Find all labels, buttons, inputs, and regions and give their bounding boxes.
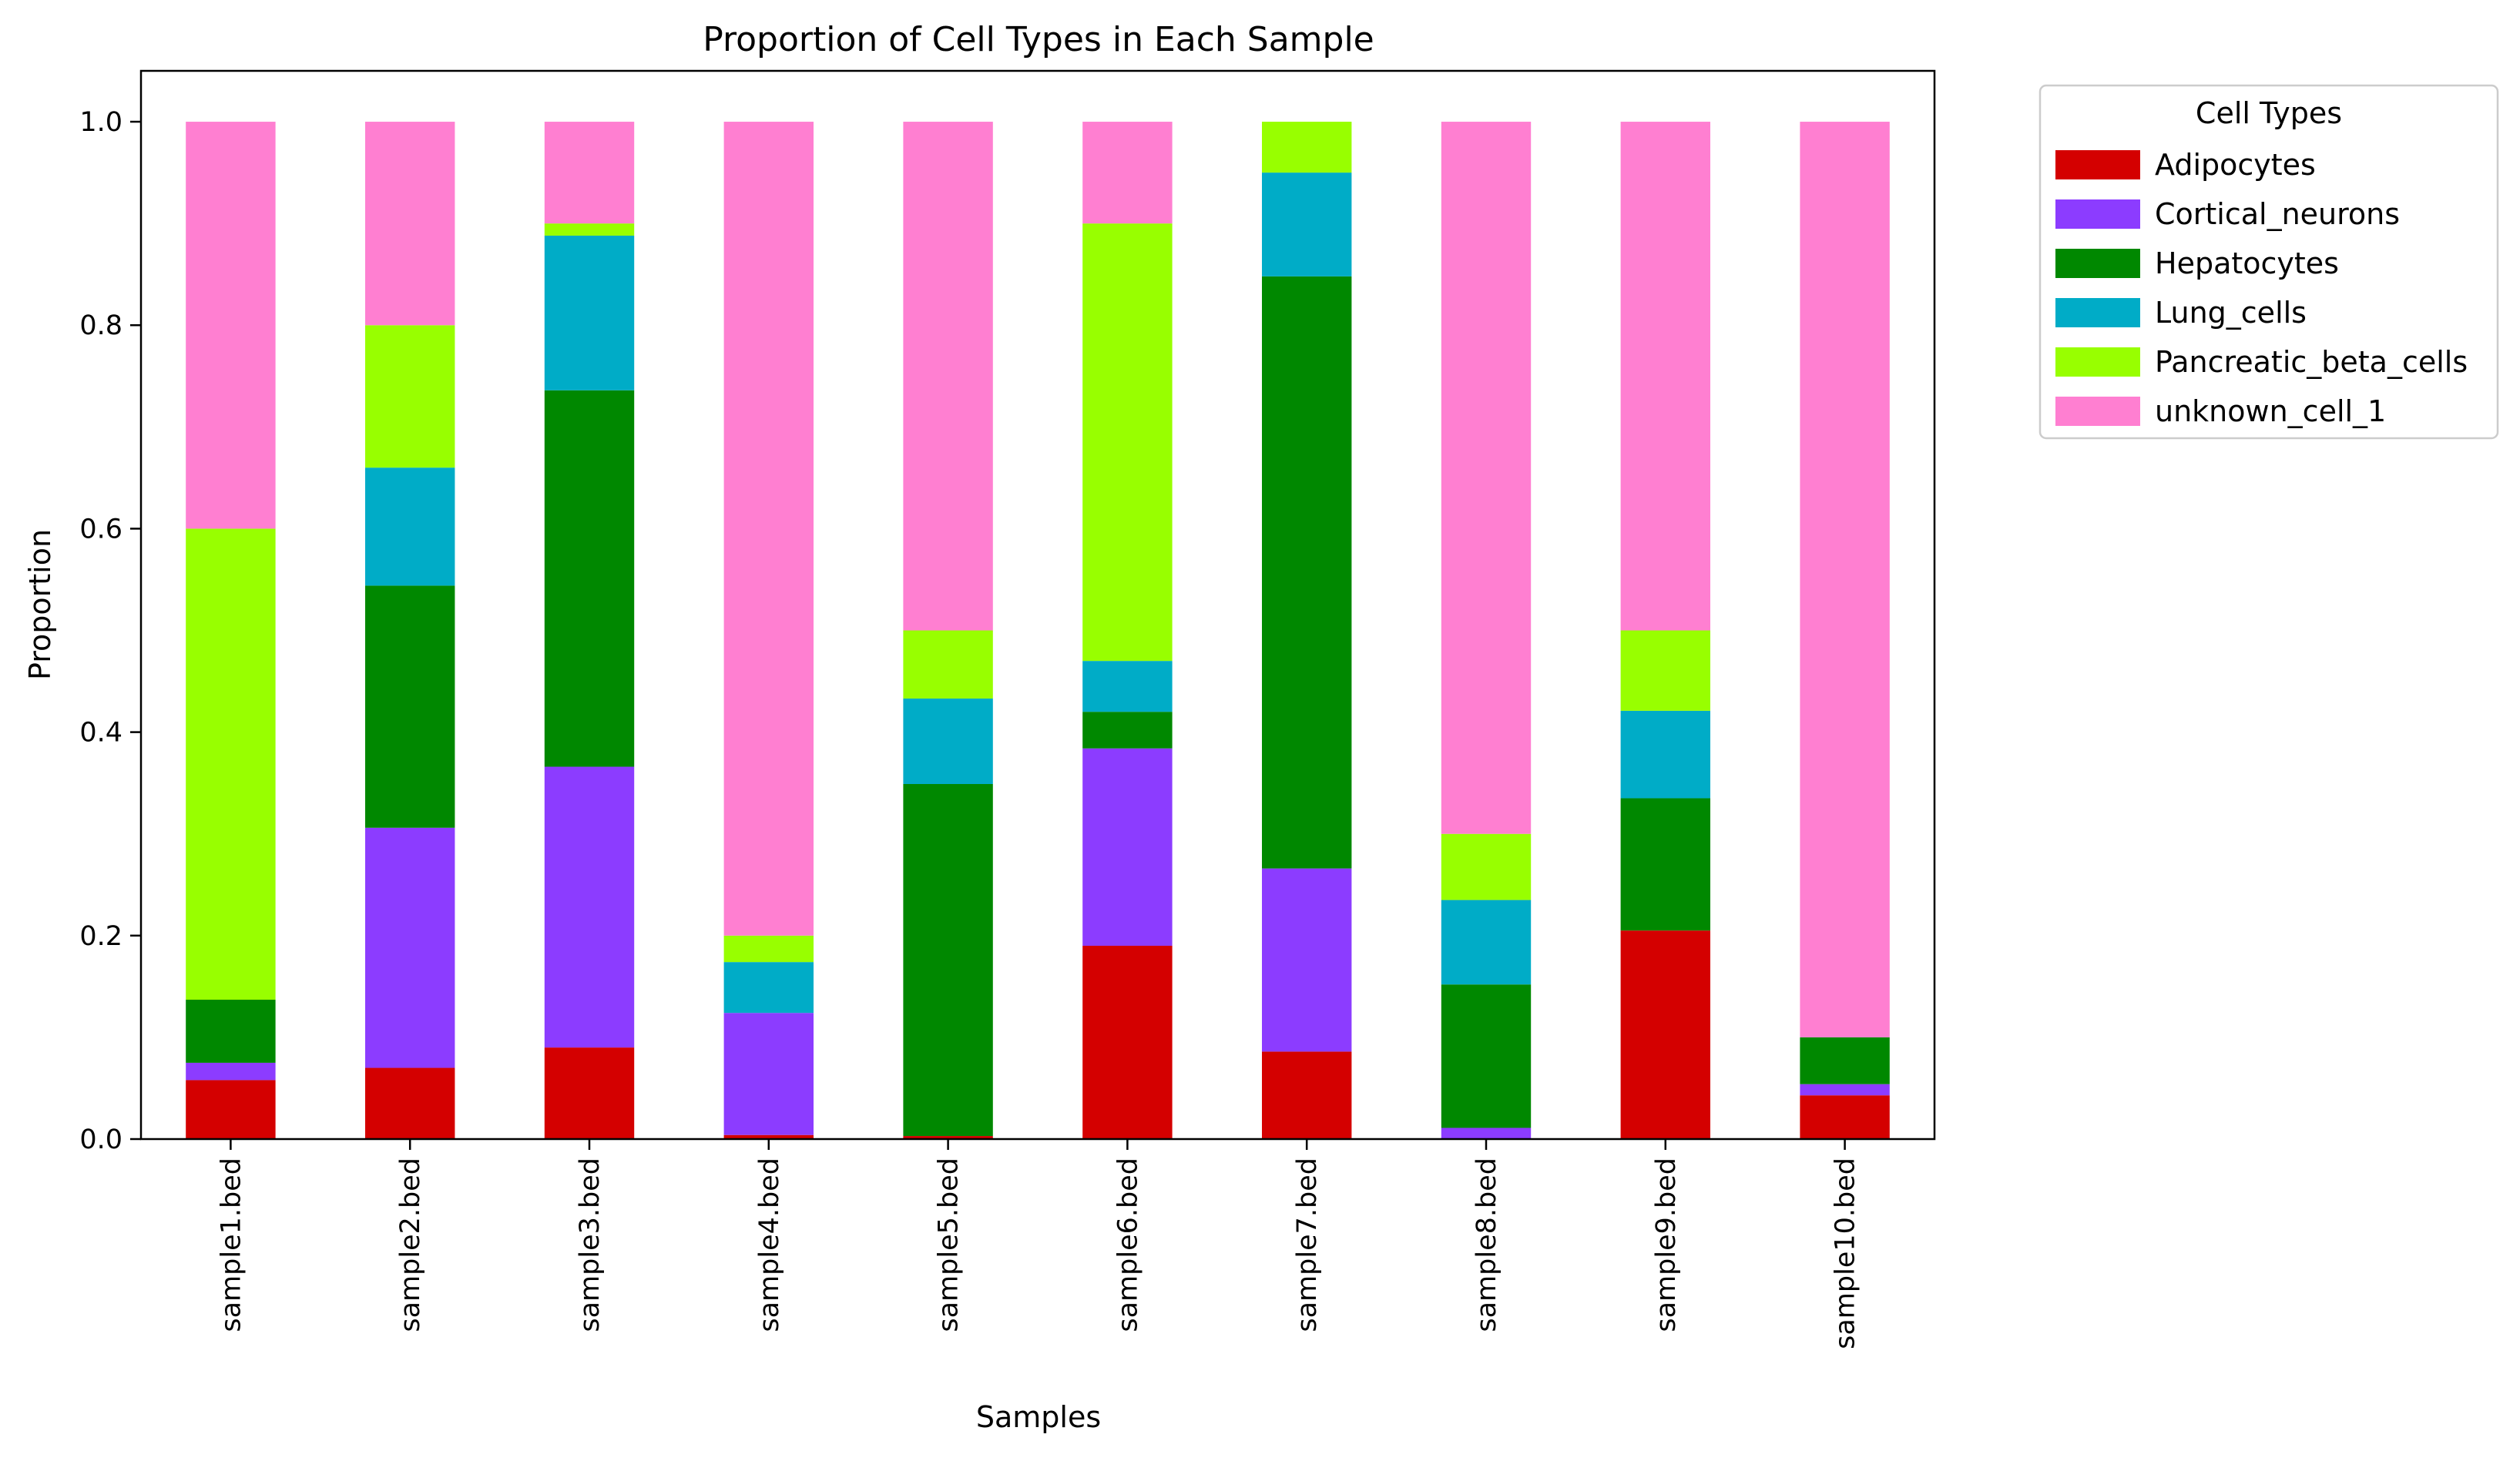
bar-segment-lung-cells-2 — [365, 467, 455, 586]
legend: Cell Types Adipocytes Cortical_neurons Hep… — [2038, 84, 2499, 440]
x-tick-label: sample4.bed — [754, 1158, 785, 1332]
legend-swatch-adipocytes — [2055, 150, 2140, 179]
y-axis-label: Proportion — [23, 529, 57, 680]
bar-segment-adipocytes-2 — [365, 1067, 455, 1139]
bar-segment-unknown-cell-1-10 — [1800, 122, 1890, 1037]
bar-segment-lung-cells-4 — [723, 962, 814, 1014]
bar-segment-hepatocytes-3 — [544, 390, 635, 767]
bar-segment-lung-cells-7 — [1262, 173, 1352, 276]
bar-segment-unknown-cell-1-5 — [903, 122, 993, 631]
x-tick-label: sample1.bed — [216, 1158, 247, 1332]
bar-segment-pancreatic-beta-cells-9 — [1620, 630, 1710, 711]
bar-segment-cortical-neurons-2 — [365, 827, 455, 1068]
bar-segment-unknown-cell-1-8 — [1441, 122, 1532, 834]
x-tick-label: sample8.bed — [1471, 1158, 1502, 1332]
bar-segment-pancreatic-beta-cells-8 — [1441, 833, 1532, 900]
y-tick-label: 0.4 — [79, 718, 122, 749]
bar-segment-adipocytes-9 — [1620, 930, 1710, 1139]
legend-swatch-pancreatic-beta-cells — [2055, 347, 2140, 377]
plot-frame — [139, 69, 1936, 1141]
y-tick-label: 0.8 — [79, 310, 122, 341]
bar-segment-unknown-cell-1-4 — [723, 122, 814, 936]
bar-segment-pancreatic-beta-cells-2 — [365, 325, 455, 468]
legend-swatch-lung-cells — [2055, 298, 2140, 327]
bar-segment-lung-cells-6 — [1082, 661, 1173, 712]
bar-segment-adipocytes-3 — [544, 1047, 635, 1139]
legend-swatch-cortical-neurons — [2055, 199, 2140, 229]
bar-segment-adipocytes-1 — [186, 1080, 276, 1139]
bar-segment-hepatocytes-6 — [1082, 712, 1173, 749]
x-axis: sample1.bed sample2.bed sample3.bed sample4… — [216, 1139, 1861, 1349]
bar-segment-cortical-neurons-8 — [1441, 1128, 1532, 1139]
bar-segment-cortical-neurons-6 — [1082, 748, 1173, 947]
legend-frame — [2038, 84, 2499, 440]
bar-segment-cortical-neurons-1 — [186, 1062, 276, 1081]
bar-segment-lung-cells-3 — [544, 235, 635, 390]
bar-segment-cortical-neurons-10 — [1800, 1084, 1890, 1096]
legend-label-cortical-neurons: Cortical_neurons — [2155, 197, 2400, 231]
bar-segment-adipocytes-7 — [1262, 1051, 1352, 1139]
legend-swatch-hepatocytes — [2055, 249, 2140, 278]
legend-label-lung-cells: Lung_cells — [2155, 296, 2307, 330]
bar-segment-cortical-neurons-7 — [1262, 868, 1352, 1052]
bar-segment-adipocytes-6 — [1082, 946, 1173, 1139]
bar-segment-pancreatic-beta-cells-5 — [903, 630, 993, 699]
bar-segment-unknown-cell-1-1 — [186, 122, 276, 529]
bar-segment-lung-cells-8 — [1441, 900, 1532, 985]
bar-segment-lung-cells-5 — [903, 699, 993, 784]
bar-segment-adipocytes-4 — [723, 1134, 814, 1139]
bar-segment-pancreatic-beta-cells-6 — [1082, 223, 1173, 662]
bar-segment-hepatocytes-2 — [365, 585, 455, 828]
bar-segment-cortical-neurons-3 — [544, 766, 635, 1048]
x-tick-label: sample5.bed — [934, 1158, 965, 1332]
bar-segment-pancreatic-beta-cells-4 — [723, 935, 814, 963]
x-tick-label: sample7.bed — [1292, 1158, 1323, 1332]
bar-segment-hepatocytes-7 — [1262, 276, 1352, 869]
bar-segment-unknown-cell-1-9 — [1620, 122, 1710, 631]
x-tick-label: sample2.bed — [395, 1158, 426, 1332]
legend-title: Cell Types — [2196, 96, 2342, 130]
legend-label-adipocytes: Adipocytes — [2155, 148, 2316, 182]
y-tick-label: 0.6 — [79, 514, 122, 545]
bar-segment-hepatocytes-1 — [186, 1000, 276, 1063]
bar-segment-unknown-cell-1-3 — [544, 122, 635, 224]
legend-items: Adipocytes Cortical_neurons Hepatocytes Lun… — [2055, 148, 2468, 428]
legend-label-unknown-cell-1: unknown_cell_1 — [2155, 394, 2386, 428]
x-axis-label: Samples — [976, 1400, 1101, 1434]
bar-segment-pancreatic-beta-cells-3 — [544, 223, 635, 236]
bar-segment-pancreatic-beta-cells-1 — [186, 528, 276, 1000]
bars-layer — [186, 122, 1890, 1139]
bar-segment-unknown-cell-1-6 — [1082, 122, 1173, 224]
bar-segment-adipocytes-5 — [903, 1136, 993, 1139]
y-tick-label: 0.0 — [79, 1124, 122, 1155]
x-tick-label: sample3.bed — [575, 1158, 606, 1332]
bar-segment-unknown-cell-1-2 — [365, 122, 455, 326]
bar-segment-hepatocytes-5 — [903, 783, 993, 1137]
legend-swatch-unknown-cell-1 — [2055, 397, 2140, 426]
x-tick-label: sample9.bed — [1651, 1158, 1682, 1332]
bar-segment-hepatocytes-10 — [1800, 1037, 1890, 1084]
bar-segment-adipocytes-10 — [1800, 1095, 1890, 1139]
x-tick-label: sample6.bed — [1112, 1158, 1143, 1332]
bar-segment-lung-cells-9 — [1620, 710, 1710, 799]
chart-title: Proportion of Cell Types in Each Sample — [703, 20, 1374, 59]
bar-segment-hepatocytes-9 — [1620, 798, 1710, 931]
y-axis: 0.0 0.2 0.4 0.6 0.8 1.0 — [79, 107, 141, 1155]
legend-label-hepatocytes: Hepatocytes — [2155, 246, 2339, 280]
bar-segment-pancreatic-beta-cells-7 — [1262, 122, 1352, 173]
bar-segment-cortical-neurons-4 — [723, 1013, 814, 1135]
y-tick-label: 0.2 — [79, 921, 122, 952]
legend-label-pancreatic-beta-cells: Pancreatic_beta_cells — [2155, 345, 2468, 379]
x-tick-label: sample10.bed — [1830, 1158, 1861, 1349]
bar-segment-hepatocytes-8 — [1441, 984, 1532, 1128]
y-tick-label: 1.0 — [79, 107, 122, 138]
